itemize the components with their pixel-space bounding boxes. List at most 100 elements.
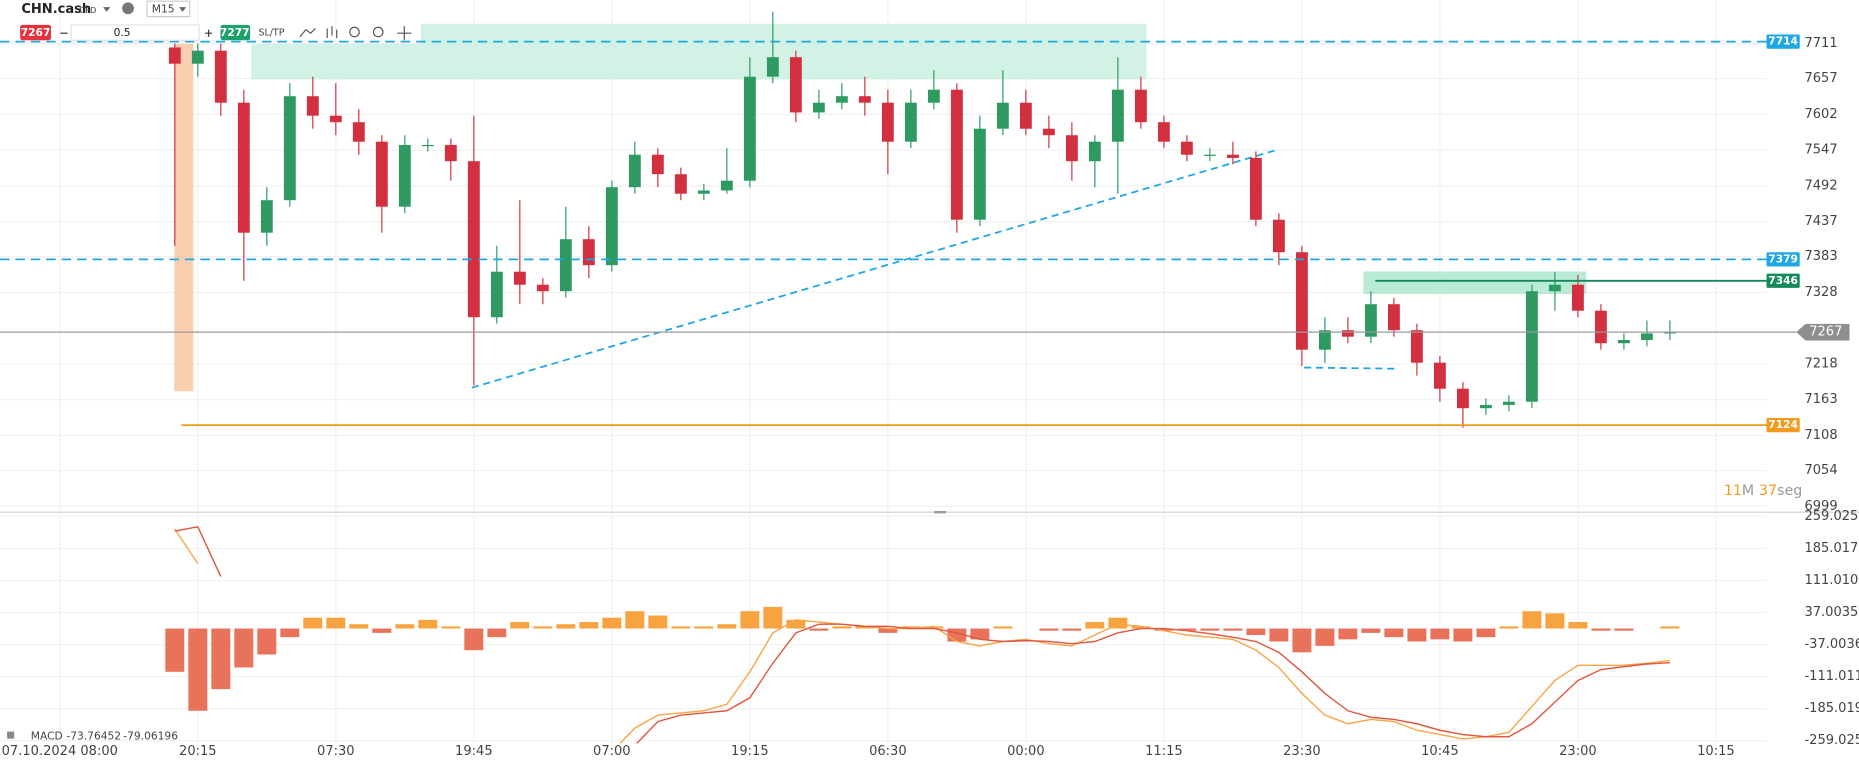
candle-body [766, 57, 779, 77]
y-tick-label: 111.0107 [1804, 573, 1859, 588]
histogram-bar [1223, 628, 1243, 631]
x-tick-label: 23:30 [1283, 744, 1321, 759]
candle-body [306, 96, 319, 116]
histogram-bar [1246, 628, 1266, 636]
histogram-bar [1476, 628, 1496, 638]
y-tick-label: -185.019 [1804, 701, 1859, 716]
line-tool-icon[interactable] [299, 28, 316, 38]
y-tick-label: 7492 [1804, 178, 1837, 193]
sell-button[interactable] [20, 24, 51, 41]
candle-body [1203, 154, 1216, 156]
histogram-bar [349, 624, 369, 629]
macd-line [174, 528, 199, 564]
histogram-bar [1269, 628, 1289, 642]
candle-body [375, 141, 388, 207]
histogram-bar [234, 628, 254, 668]
last-price-tag [1796, 323, 1850, 341]
candle-body [1456, 388, 1469, 409]
countdown-part: seg [1777, 483, 1802, 499]
histogram-bar [832, 626, 852, 629]
last-price-label: 7267 [1809, 325, 1842, 340]
candle-body [1479, 404, 1492, 409]
y-tick-label: 7054 [1804, 463, 1837, 478]
candle-body [1571, 284, 1584, 311]
info-icon[interactable] [122, 2, 134, 15]
sltp-button[interactable]: SL/TP [258, 28, 284, 39]
histogram-bar [924, 626, 944, 629]
histogram-bar [464, 628, 484, 651]
histogram-bar [809, 628, 829, 631]
x-tick-label: 06:30 [869, 744, 907, 759]
y-tick-label: -111.011 [1804, 669, 1859, 684]
x-tick-label: 07:00 [593, 744, 631, 759]
timeframe[interactable]: M15 [152, 2, 175, 15]
zoom-in-icon[interactable] [372, 26, 384, 38]
volume[interactable]: 0.5 [114, 26, 131, 39]
candle-body [283, 96, 296, 201]
candle-body [168, 47, 181, 64]
histogram-bar [1384, 628, 1404, 638]
symbol[interactable]: CHN.cash [21, 2, 91, 17]
candle-body [881, 102, 894, 142]
zone [420, 23, 1147, 44]
y-tick-label: 6999 [1804, 499, 1837, 514]
countdown-part: M [1742, 483, 1754, 499]
level-tag [1766, 273, 1800, 288]
y-tick-label: 37.00358 [1804, 605, 1859, 620]
instrument-kind: CFD [79, 5, 96, 15]
indicator-value: -79.06196 [123, 729, 178, 742]
x-tick-label: 19:45 [455, 744, 493, 759]
dropdown-icon[interactable] [103, 7, 111, 12]
zoom-out-icon[interactable] [349, 26, 360, 38]
volume-input[interactable] [70, 24, 200, 41]
plus-icon[interactable] [205, 29, 213, 37]
candle-body [1249, 157, 1262, 220]
dropdown-icon [179, 7, 187, 12]
histogram-bar [1407, 628, 1427, 642]
histogram-bar [487, 628, 507, 638]
candle-body [720, 180, 733, 191]
candle-body [329, 115, 342, 123]
histogram-bar [395, 624, 415, 629]
y-tick-label: 7657 [1804, 71, 1837, 86]
level-tag [1766, 252, 1800, 267]
candle-body [1663, 332, 1676, 334]
histogram-bar [1614, 628, 1634, 631]
trend-line [471, 149, 1275, 389]
histogram-bar [763, 606, 783, 629]
y-tick-label: 7163 [1804, 392, 1837, 407]
histogram-bar [165, 628, 185, 672]
candle-body [1295, 252, 1308, 350]
histogram-bar [1430, 628, 1450, 640]
candle-tool-icon[interactable] [326, 26, 338, 38]
x-tick-label: 11:15 [1145, 744, 1183, 759]
x-tick-label: 00:00 [1007, 744, 1045, 759]
x-tick-label: 10:45 [1421, 744, 1459, 759]
x-tick-label: 19:15 [731, 744, 769, 759]
buy-price[interactable]: 7277 [220, 26, 250, 39]
candle-body [582, 239, 595, 266]
move-icon[interactable] [397, 26, 412, 41]
histogram-bar [303, 617, 323, 629]
candle-body [1617, 339, 1630, 344]
y-tick-label: 7547 [1804, 143, 1837, 158]
histogram-bar [855, 626, 875, 629]
candle-body [559, 239, 572, 292]
y-tick-label: -37.0036 [1804, 637, 1859, 652]
histogram-bar [740, 611, 760, 629]
candles [168, 11, 1676, 428]
buy-button[interactable] [220, 24, 251, 41]
y-tick-label: 7218 [1804, 356, 1837, 371]
sell-price[interactable]: 7267 [21, 26, 51, 39]
level-label: 7379 [1768, 252, 1798, 265]
candle-body [536, 284, 549, 292]
histogram-bar [1039, 628, 1059, 631]
indicator-name: MACD [31, 729, 63, 742]
timeframe-box[interactable] [146, 0, 191, 18]
indicator-icon [7, 731, 15, 739]
candle-body [421, 144, 434, 147]
candle-body [1640, 333, 1653, 340]
x-tick-label: 07.10.2024 08:00 [2, 744, 118, 759]
candle-body [927, 89, 940, 103]
